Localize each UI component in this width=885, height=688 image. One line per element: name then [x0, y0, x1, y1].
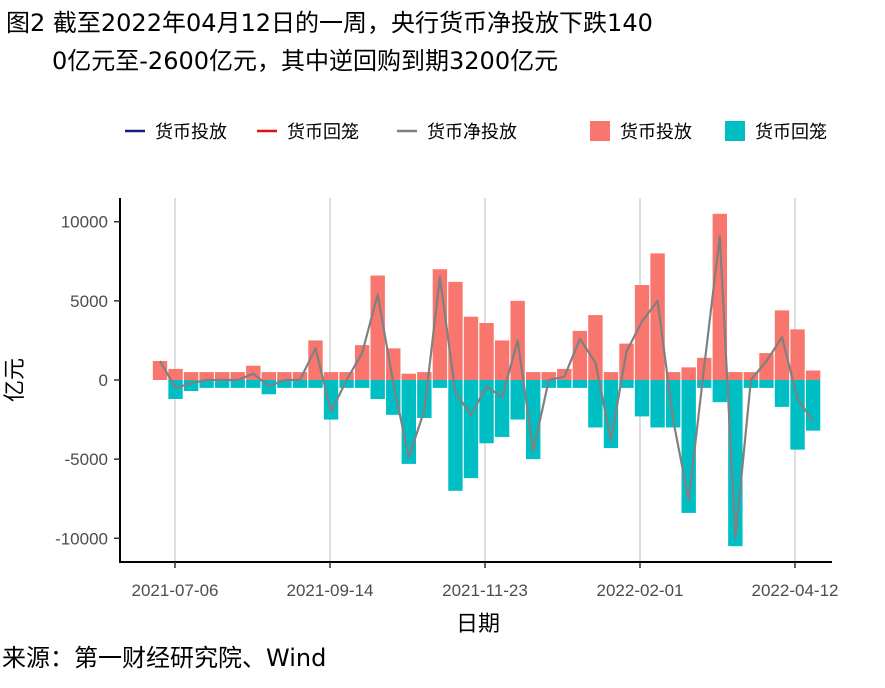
injection-bar [712, 213, 727, 380]
injection-bar [743, 372, 759, 380]
withdrawal-bar [805, 380, 821, 431]
injection-bar [665, 372, 681, 380]
injection-bar [215, 372, 230, 380]
legend-label: 货币回笼 [755, 122, 827, 143]
withdrawal-bar [230, 380, 245, 388]
legend-bar-key [725, 121, 745, 141]
withdrawal-bar [246, 380, 261, 388]
withdrawal-bar [634, 380, 650, 417]
title-line-2: 0亿元至-2600亿元，其中逆回购到期3200亿元 [52, 47, 559, 75]
withdrawal-bar [774, 380, 790, 407]
withdrawal-bar [572, 380, 588, 388]
injection-bar [354, 345, 370, 380]
injection-bar [292, 372, 308, 380]
x-tick-label: 2021-11-23 [442, 581, 528, 600]
withdrawal-bar [370, 380, 385, 399]
injection-bar [199, 372, 214, 380]
injection-bar [526, 372, 541, 380]
withdrawal-bar [168, 380, 183, 399]
injection-bar [370, 275, 385, 380]
y-tick-label: 0 [99, 371, 108, 390]
withdrawal-bar [479, 380, 494, 444]
injection-bar [261, 372, 277, 380]
injection-bar [323, 372, 339, 380]
injection-bar [308, 340, 323, 380]
injection-bar [463, 316, 479, 380]
x-tick-label: 2021-07-06 [132, 581, 219, 600]
withdrawal-bar [759, 380, 774, 388]
source-note: 来源：第一财经研究院、Wind [2, 644, 327, 672]
withdrawal-bar [308, 380, 323, 388]
withdrawal-bar [557, 380, 572, 388]
withdrawal-bar [292, 380, 308, 388]
injection-bar [805, 370, 821, 380]
withdrawal-bar [650, 380, 665, 428]
injection-bar [479, 323, 494, 380]
injection-bar [541, 372, 556, 380]
withdrawal-bar [354, 380, 370, 388]
injection-bar [650, 253, 665, 380]
injection-bar [277, 372, 292, 380]
withdrawal-bar [183, 380, 199, 392]
y-tick-label: 5000 [70, 292, 108, 311]
legend-label: 货币投放 [155, 122, 227, 143]
withdrawal-bar [697, 380, 712, 388]
withdrawal-bar [401, 380, 416, 464]
injection-bar [448, 281, 463, 380]
withdrawal-bar [386, 380, 401, 415]
withdrawal-bar [432, 380, 448, 388]
y-axis-label: 亿元 [3, 358, 28, 402]
legend-label: 货币净投放 [427, 122, 517, 143]
legend: 货币投放 货币回笼 货币净投放 货币投放 货币回笼 [125, 121, 827, 143]
lines [159, 234, 815, 540]
x-tick-label: 2021-09-14 [287, 581, 374, 600]
withdrawal-bar [790, 380, 805, 450]
title-line-1: 图2 截至2022年04月12日的一周，央行货币净投放下跌140 [6, 9, 653, 37]
x-tick-label: 2022-04-12 [752, 581, 839, 600]
injection-bar [790, 329, 805, 380]
legend-label: 货币投放 [620, 122, 692, 143]
injection-bar [494, 340, 510, 380]
x-axis-label: 日期 [456, 612, 500, 637]
injection-bar [183, 372, 199, 380]
chart-title: 图2 截至2022年04月12日的一周，央行货币净投放下跌140 0亿元至-26… [6, 4, 876, 80]
withdrawal-bar [712, 380, 727, 403]
injection-bar [168, 368, 183, 380]
y-tick-label: -5000 [65, 450, 108, 469]
injection-bar [230, 372, 245, 380]
injection-bar [417, 372, 432, 380]
legend-bar-key [590, 121, 610, 141]
injection-bar [603, 372, 619, 380]
withdrawal-bar [215, 380, 230, 388]
withdrawal-bar [417, 380, 432, 418]
withdrawal-bar [448, 380, 463, 491]
injection-bar [588, 315, 603, 380]
withdrawal-bar [603, 380, 619, 449]
injection-bar [339, 372, 354, 380]
injection-bar [774, 310, 790, 380]
withdrawal-bar [494, 380, 510, 437]
injection-bar [634, 285, 650, 380]
withdrawal-bar [339, 380, 354, 388]
axes: -10000 -5000 0 5000 10000 2021-07-06 2021-09-1… [3, 198, 838, 637]
withdrawal-bar [510, 380, 525, 420]
legend-label: 货币回笼 [287, 122, 359, 143]
net-injection-line [159, 234, 815, 540]
injection-bar [759, 353, 774, 380]
withdrawal-bar [588, 380, 603, 428]
injection-bar [401, 373, 416, 380]
withdrawal-bar [323, 380, 339, 420]
y-tick-label: -10000 [55, 529, 108, 548]
withdrawal-bar [619, 380, 634, 388]
injection-bar [681, 367, 696, 380]
y-tick-label: 10000 [61, 213, 108, 232]
withdrawal-bar [199, 380, 214, 388]
x-tick-label: 2022-02-01 [597, 581, 684, 600]
injection-bar [728, 372, 743, 380]
withdrawal-bar [463, 380, 479, 479]
withdrawal-bar [277, 380, 292, 388]
